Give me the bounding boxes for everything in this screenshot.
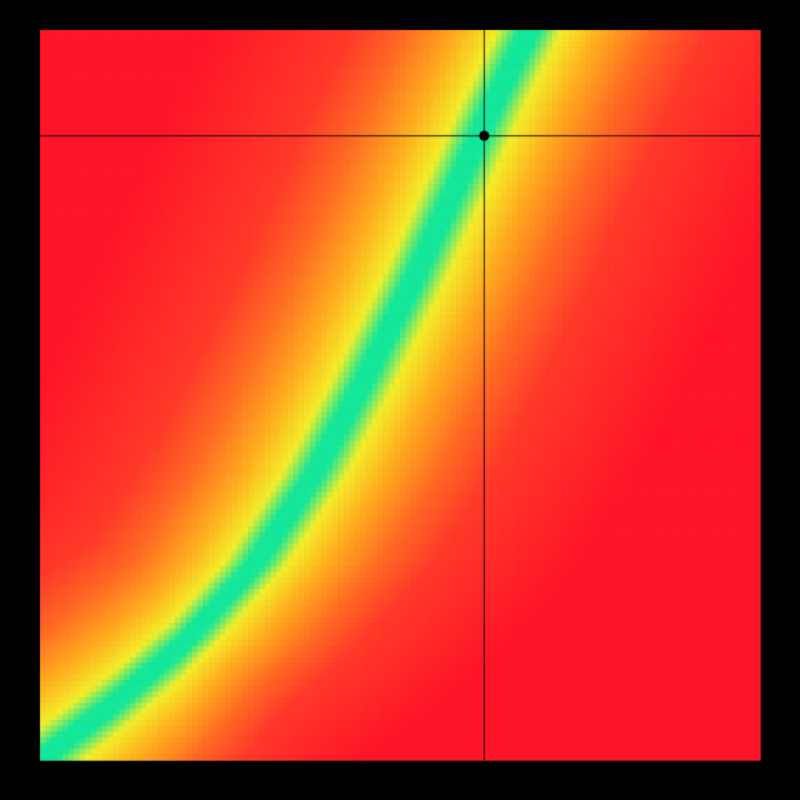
chart-container: TheBottleneck.com [0,0,800,800]
heatmap-canvas [0,0,800,800]
